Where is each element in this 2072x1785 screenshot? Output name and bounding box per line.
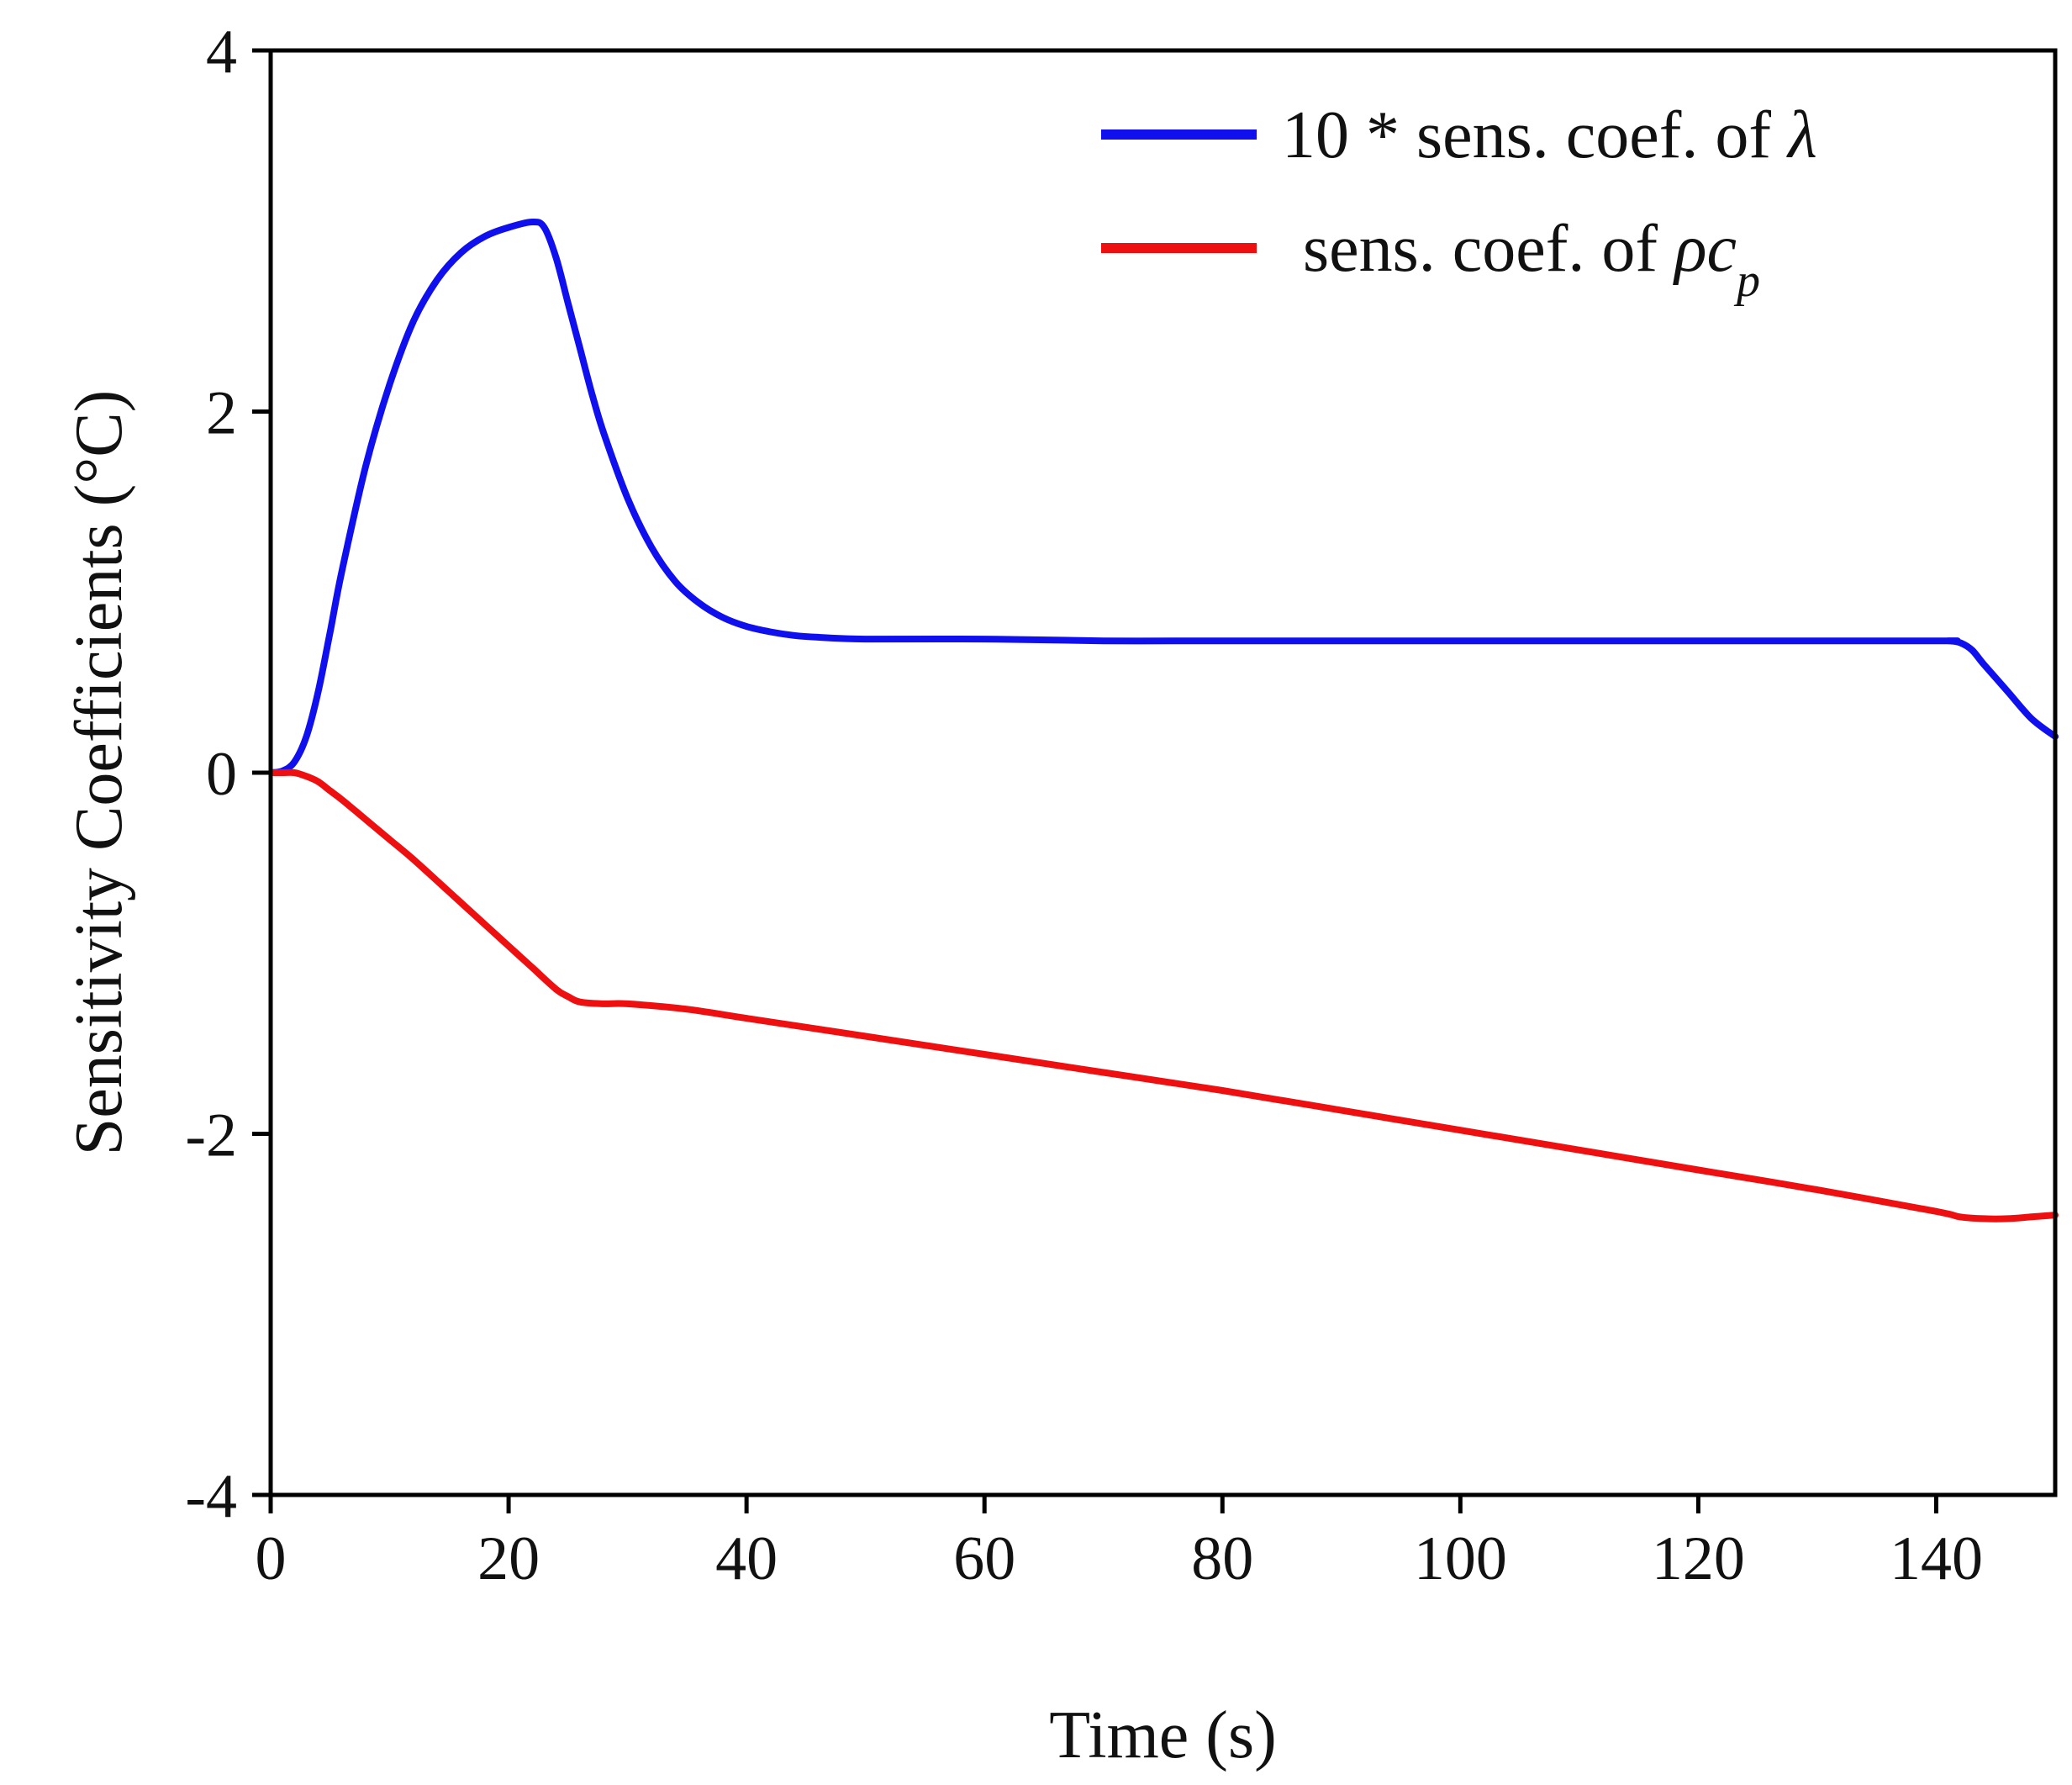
y-tick-label: -4 [185, 1462, 237, 1531]
plot-frame [268, 48, 2058, 1497]
y-tick-label: 4 [206, 18, 237, 87]
x-axis-title: Time (s) [1049, 1698, 1276, 1772]
legend-label-1: 10 * sens. coef. of λ [1282, 98, 1817, 172]
x-tick-label: 120 [1652, 1524, 1745, 1593]
y-tick-label: 0 [206, 740, 237, 809]
y-tick-label: 2 [206, 379, 237, 448]
y-axis-title: Sensitivity Coefficients (°C) [62, 390, 136, 1155]
legend-label-symbol: ρc [1672, 212, 1737, 286]
series-line-2 [271, 768, 2059, 1223]
series-line-1 [271, 218, 2059, 776]
x-tick-label: 40 [715, 1524, 778, 1593]
x-tick-label: 80 [1191, 1524, 1253, 1593]
legend-label-subscript: p [1733, 255, 1760, 307]
legend-label-text: 10 * sens. coef. of [1282, 98, 1788, 172]
legend: 10 * sens. coef. of λ sens. coef. of ρcp [1101, 98, 1817, 307]
x-tick-label: 20 [477, 1524, 540, 1593]
legend-label-text: sens. coef. of [1303, 212, 1674, 286]
x-tick-label: 0 [256, 1524, 287, 1593]
legend-label-2: sens. coef. of ρcp [1303, 212, 1760, 307]
y-tick-label: -2 [185, 1101, 237, 1170]
series-layer [271, 218, 2059, 1223]
legend-label-symbol: λ [1786, 98, 1817, 172]
x-tick-label: 140 [1890, 1524, 1983, 1593]
x-tick-label: 60 [953, 1524, 1015, 1593]
x-tick-label: 100 [1414, 1524, 1507, 1593]
